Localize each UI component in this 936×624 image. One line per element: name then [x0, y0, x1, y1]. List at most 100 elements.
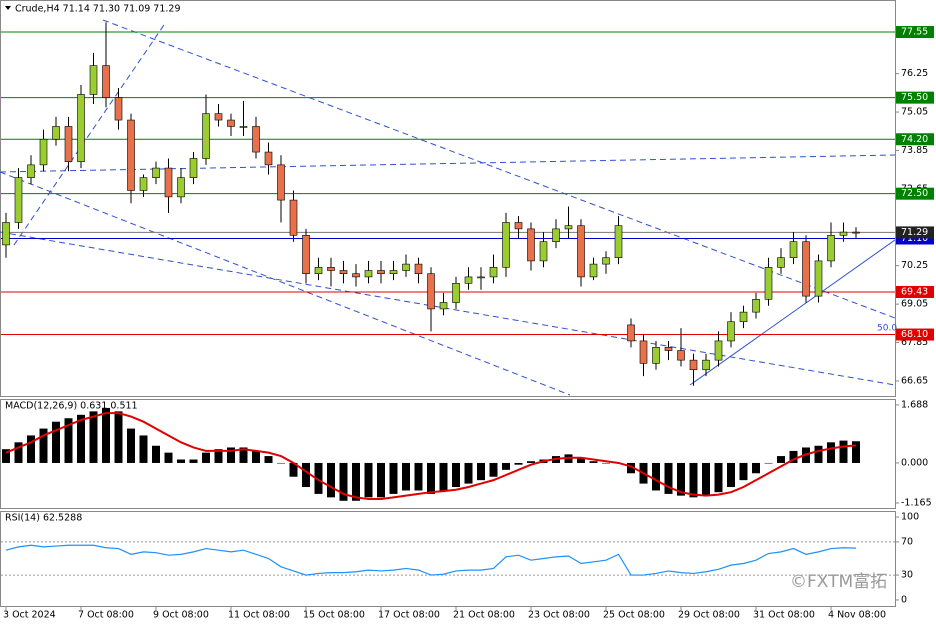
x-tick-label: 29 Oct 08:00	[678, 610, 740, 621]
candle-body	[89, 65, 98, 95]
macd-bar	[689, 462, 698, 498]
macd-bar	[214, 449, 223, 463]
macd-bar	[152, 445, 160, 463]
candle-body	[214, 113, 223, 121]
candle-body	[77, 94, 85, 162]
macd-bar	[664, 462, 673, 494]
macd-bar	[714, 462, 723, 493]
candle-body	[464, 276, 473, 284]
macd-bar	[752, 462, 760, 474]
candle-body	[102, 65, 110, 98]
macd-bar	[764, 462, 773, 464]
trendline	[0, 154, 896, 173]
macd-bar	[702, 462, 710, 496]
candle-body	[664, 347, 673, 351]
macd-bar	[164, 452, 173, 463]
y-tick-label: 66.65	[901, 375, 928, 386]
macd-bar	[489, 462, 498, 477]
candle-body	[302, 234, 310, 275]
candle-body	[27, 164, 35, 178]
current-price-box	[896, 226, 934, 239]
macd-bar	[189, 459, 198, 463]
y-tick-label: 0.000	[901, 457, 928, 468]
candle-body	[552, 228, 560, 242]
candle-body	[839, 231, 848, 236]
macd-title: MACD(12,26,9) 0.631 0.511	[5, 401, 138, 412]
macd-bar	[852, 441, 860, 463]
candle-body	[602, 257, 610, 265]
candle-body	[777, 257, 785, 268]
macd-bar	[289, 462, 298, 477]
candle-body	[489, 267, 498, 278]
macd-bar	[39, 428, 48, 463]
macd-bar	[127, 428, 135, 463]
level-label-box	[896, 285, 934, 298]
macd-bar	[339, 462, 348, 501]
macd-bar	[389, 462, 398, 494]
candle-body	[2, 222, 10, 246]
macd-bar	[2, 449, 10, 463]
macd-bar	[27, 435, 35, 463]
macd-bar	[827, 442, 835, 463]
y-tick-label: 0	[901, 594, 907, 605]
macd-bar	[177, 459, 185, 463]
level-label: 72.50	[901, 188, 928, 199]
candle-body	[39, 138, 48, 166]
y-tick-label: -1.165	[901, 498, 932, 509]
candle-body	[352, 273, 360, 278]
candle-body	[239, 126, 248, 128]
macd-bar	[502, 462, 510, 470]
macd-bar	[464, 462, 473, 484]
candle-body	[714, 340, 723, 361]
candle-body	[589, 263, 598, 278]
x-tick-label: 15 Oct 08:00	[303, 610, 365, 621]
candle-body	[127, 119, 135, 191]
candle-body	[702, 359, 710, 371]
level-label-box	[896, 187, 934, 200]
macd-bar	[839, 440, 848, 463]
level-label-box	[896, 133, 934, 146]
y-tick-label: 73.85	[901, 145, 928, 156]
candle-body	[652, 347, 660, 364]
y-tick-label: 1.688	[901, 399, 928, 410]
y-tick-label: 69.05	[901, 299, 928, 310]
rsi-panel	[0, 511, 896, 607]
candle-body	[377, 270, 385, 275]
candle-body	[202, 113, 210, 159]
macd-bar	[52, 421, 60, 463]
macd-bar	[227, 447, 235, 463]
macd-bar	[77, 414, 85, 463]
candle-body	[527, 228, 535, 262]
candle-body	[264, 151, 273, 166]
candle-body	[314, 267, 323, 275]
level-label: 75.50	[901, 92, 928, 103]
candle-body	[477, 276, 485, 279]
y-tick-label: 100	[901, 512, 919, 523]
macd-bar	[652, 462, 660, 491]
macd-bar	[14, 442, 23, 463]
macd-bar	[527, 461, 535, 463]
current-price-label: 71.29	[901, 227, 928, 238]
x-tick-label: 23 Oct 08:00	[528, 610, 590, 621]
macd-bar	[139, 435, 148, 463]
trendline	[0, 231, 896, 386]
candle-body	[52, 126, 60, 140]
level-label: 71.10	[901, 233, 928, 244]
candle-body	[789, 241, 798, 259]
candle-body	[227, 119, 235, 127]
candle-body	[402, 263, 410, 271]
trendline	[0, 171, 571, 396]
macd-bar	[602, 462, 610, 464]
candle-body	[639, 340, 648, 364]
candle-body	[339, 270, 348, 275]
macd-bar	[202, 452, 210, 463]
x-tick-label: 7 Oct 08:00	[78, 610, 134, 621]
candle-body	[452, 283, 460, 303]
macd-bar	[814, 445, 823, 463]
candle-body	[277, 164, 285, 201]
candle-body	[414, 263, 423, 275]
macd-bar	[427, 462, 435, 494]
level-label-box	[896, 328, 934, 341]
